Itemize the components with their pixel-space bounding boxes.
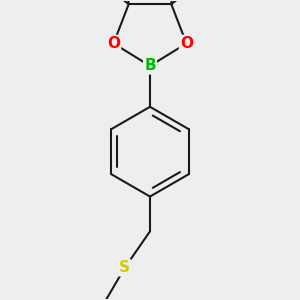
Text: O: O: [180, 36, 193, 51]
Text: B: B: [144, 58, 156, 74]
Text: S: S: [119, 260, 130, 275]
Text: O: O: [107, 36, 120, 51]
